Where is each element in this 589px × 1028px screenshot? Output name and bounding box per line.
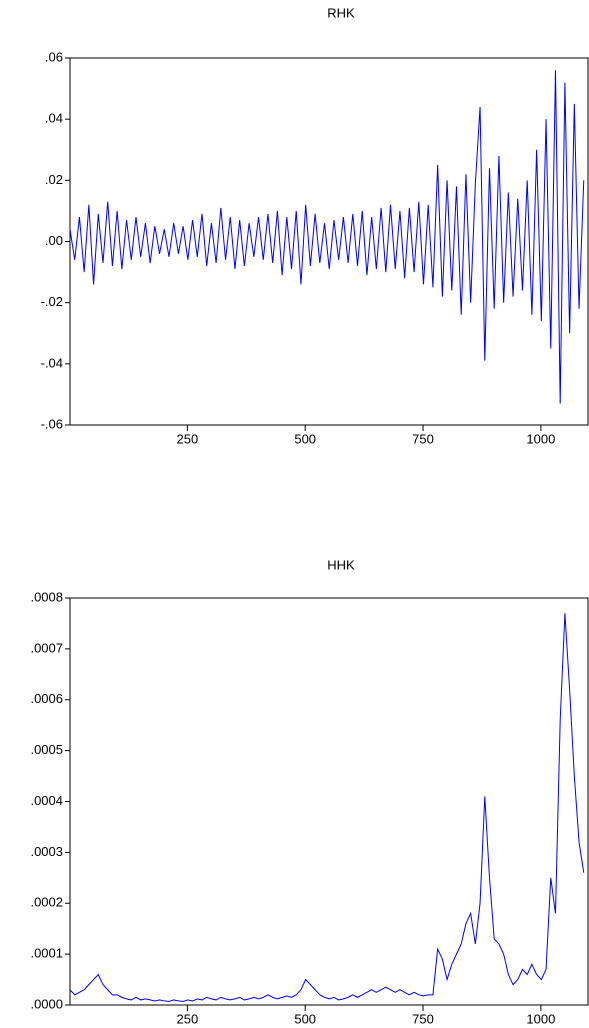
y-tick-label: .0000 (30, 996, 63, 1011)
x-tick-label: 250 (177, 431, 199, 446)
y-tick-label: -.02 (41, 294, 63, 309)
chart-title: HHK (327, 557, 355, 572)
x-tick-label: 500 (294, 431, 316, 446)
chart-title: RHK (327, 5, 355, 20)
series-line (69, 613, 585, 1002)
y-tick-label: .0001 (30, 946, 63, 961)
y-tick-label: -.04 (41, 355, 63, 370)
y-tick-label: .0002 (30, 895, 63, 910)
x-tick-label: 750 (412, 1011, 434, 1026)
y-tick-label: .0006 (30, 691, 63, 706)
y-tick-label: -.06 (41, 416, 63, 431)
x-tick-label: 750 (412, 431, 434, 446)
x-tick-label: 500 (294, 1011, 316, 1026)
plot-frame (69, 597, 589, 1006)
y-tick-label: .0004 (30, 793, 63, 808)
y-tick-label: .0005 (30, 742, 63, 757)
x-tick-label: 1000 (526, 1011, 555, 1026)
y-tick-label: .02 (45, 172, 63, 187)
y-tick-label: .00 (45, 233, 63, 248)
y-tick-label: .0003 (30, 844, 63, 859)
y-tick-label: .06 (45, 49, 63, 64)
y-tick-label: .0008 (30, 589, 63, 604)
y-tick-label: .0007 (30, 640, 63, 655)
x-tick-label: 250 (177, 1011, 199, 1026)
y-tick-label: .04 (45, 111, 63, 126)
x-tick-label: 1000 (526, 431, 555, 446)
series-line (69, 70, 585, 404)
